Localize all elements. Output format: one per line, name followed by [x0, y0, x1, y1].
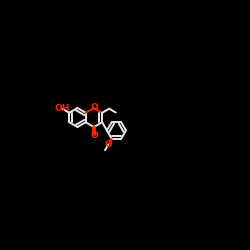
Text: O: O — [104, 140, 112, 149]
Text: O: O — [90, 130, 98, 140]
Text: O: O — [90, 104, 98, 112]
Text: OH: OH — [54, 104, 70, 113]
